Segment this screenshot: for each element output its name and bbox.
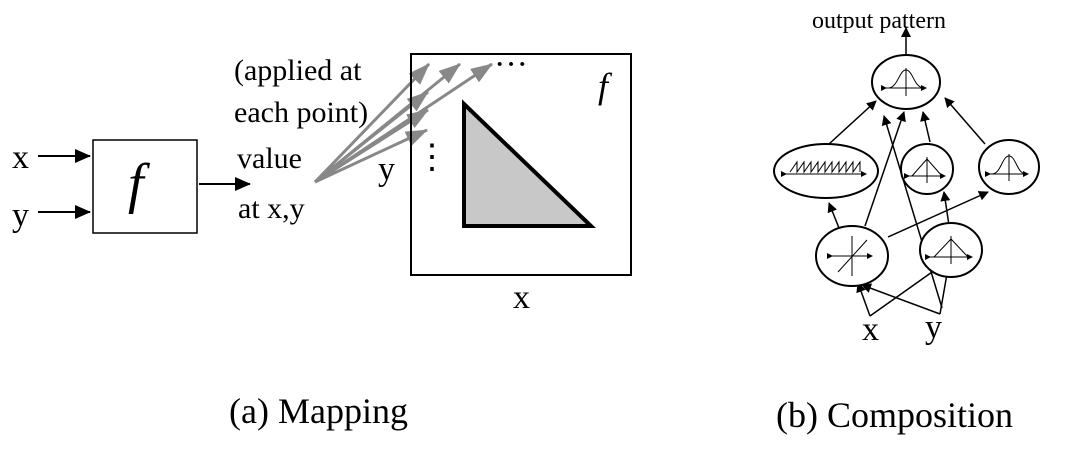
application-arrow [314, 128, 428, 184]
edge [827, 202, 840, 229]
node-tent-top [900, 143, 954, 195]
caption-composition: (b) Composition [776, 395, 1013, 435]
triangle-pattern [462, 99, 596, 228]
composition-edges [827, 97, 989, 317]
annotation-line-1: (applied at [234, 54, 362, 87]
ellipsis-horizontal: ··· [494, 46, 528, 83]
edge [864, 111, 906, 227]
composition-panel: output pattern [773, 8, 1040, 435]
edge [920, 111, 931, 143]
application-arrow [314, 90, 429, 184]
canvas-axis-x-label: x [513, 279, 530, 316]
node-sawtooth [773, 143, 879, 199]
edge [869, 264, 943, 317]
node-tent-bottom [919, 222, 983, 278]
mapping-input-y-label: y [12, 197, 29, 234]
mapping-panel: x y f (applied at each point) value at x… [12, 46, 632, 431]
output-canvas [410, 53, 632, 276]
application-arrow [314, 108, 429, 184]
output-pattern-label: output pattern [812, 8, 946, 34]
node-linear [815, 225, 889, 287]
ellipsis-vertical: ⋮ [415, 139, 449, 176]
node-output [871, 54, 941, 110]
linear-icon [827, 236, 873, 276]
edge [887, 191, 989, 238]
mapping-input-x-label: x [12, 139, 29, 176]
annotation-line-4: at x,y [238, 192, 305, 225]
edge [861, 283, 941, 315]
edge [881, 115, 943, 309]
canvas-axis-y-label: y [378, 151, 395, 188]
edge [828, 100, 877, 145]
sawtooth-icon [781, 160, 867, 177]
canvas-function-symbol: f [598, 66, 613, 106]
annotation-line-2: each point) [234, 96, 368, 129]
composition-input-x-label: x [862, 311, 879, 348]
triangle-icon [925, 236, 973, 264]
edge [856, 282, 871, 317]
function-box [92, 139, 198, 234]
gaussian-icon [985, 154, 1029, 181]
triangle-icon [904, 157, 946, 183]
composition-input-y-label: y [925, 309, 942, 346]
annotation-line-3: value [237, 142, 302, 175]
caption-mapping: (a) Mapping [229, 391, 408, 431]
edge [944, 97, 986, 145]
gaussian-icon [881, 68, 927, 96]
node-gauss-right [978, 139, 1040, 195]
